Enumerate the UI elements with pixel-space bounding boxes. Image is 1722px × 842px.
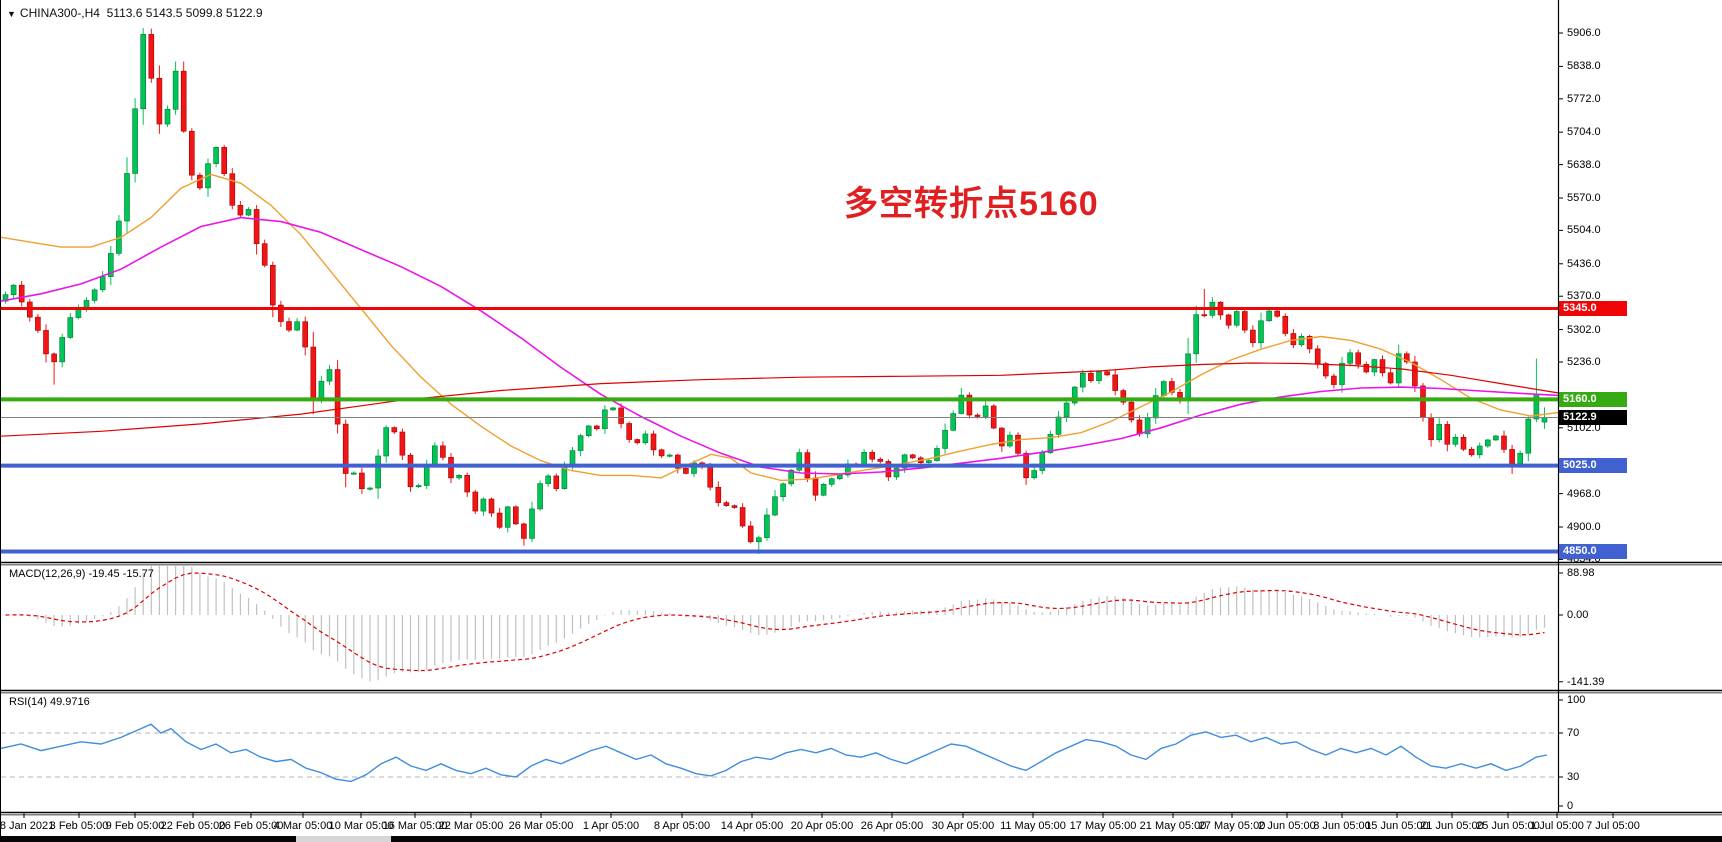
price-axis-label: 5370.0 (1567, 290, 1601, 303)
horizontal-levels-layer (1, 306, 1558, 554)
macd-histogram (13, 566, 1546, 682)
time-axis-label[interactable]: 21 Jun 05:00 (1420, 820, 1484, 832)
ma-slow-red[interactable] (1, 362, 1559, 437)
ma-mid-magenta[interactable] (1, 216, 1559, 475)
price-axis-label: 5772.0 (1567, 92, 1601, 105)
price-badge-5160.0: 5160.0 (1559, 391, 1627, 407)
price-axis-label: 5638.0 (1567, 158, 1601, 171)
time-axis-label[interactable]: 10 Mar 05:00 (328, 820, 394, 832)
time-axis-label[interactable]: 26 Apr 05:00 (860, 820, 924, 832)
time-axis-label[interactable]: 16 Mar 05:00 (382, 820, 448, 832)
time-axis-label[interactable]: 1 Jul 05:00 (1530, 820, 1584, 832)
price-badge-5345.0: 5345.0 (1559, 300, 1627, 316)
time-axis-label[interactable]: 14 Apr 05:00 (720, 820, 784, 832)
macd-axis-label: 0.00 (1567, 609, 1589, 621)
time-axis-label[interactable]: 3 Feb 05:00 (49, 820, 109, 832)
rsi-axis-label: 30 (1567, 771, 1580, 783)
time-axis-label[interactable]: 9 Feb 05:00 (105, 820, 165, 832)
time-axis-label[interactable]: 4 Mar 05:00 (273, 820, 333, 832)
price-axis-label: 5504.0 (1567, 224, 1601, 237)
ohlc-values: 5113.6 5143.5 5099.8 5122.9 (106, 6, 263, 20)
scrollbar-thumb[interactable] (296, 836, 391, 842)
time-axis-label[interactable]: 27 May 05:00 (1198, 820, 1266, 832)
price-axis-label: 5436.0 (1567, 257, 1601, 270)
chart-annotation-text[interactable]: 多空转折点5160 (844, 185, 1099, 223)
time-axis-label[interactable]: 20 Apr 05:00 (790, 820, 854, 832)
rsi-axis-label: 100 (1567, 694, 1586, 706)
price-badge-4850.0: 4850.0 (1559, 544, 1627, 560)
price-axis-label: 5838.0 (1567, 60, 1601, 73)
time-axis-label[interactable]: 7 Jul 05:00 (1586, 820, 1640, 832)
time-axis-label[interactable]: 25 Jun 05:00 (1476, 820, 1540, 832)
time-axis-label[interactable]: 1 Apr 05:00 (582, 820, 640, 832)
price-axis-label: 5236.0 (1567, 356, 1601, 368)
price-badge-5025.0: 5025.0 (1559, 458, 1627, 474)
time-axis-label[interactable]: 28 Jan 2021 (0, 820, 55, 832)
time-axis-label[interactable]: 21 May 05:00 (1139, 820, 1207, 832)
time-axis-label[interactable]: 26 Mar 05:00 (508, 820, 574, 832)
bottom-scrollbar[interactable] (1, 836, 1722, 842)
price-axis-label: 5906.0 (1567, 27, 1601, 39)
axis-ticks (23, 32, 1614, 818)
price-axis-label: 5570.0 (1567, 191, 1601, 204)
macd-signal-line (5, 572, 1545, 672)
price-axis-label: 4968.0 (1567, 487, 1601, 500)
time-axis-label[interactable]: 8 Apr 05:00 (653, 820, 711, 832)
time-axis-label[interactable]: 11 May 05:00 (1000, 820, 1066, 832)
price-axis-label: 4900.0 (1567, 521, 1601, 533)
rsi-layer (1, 723, 1558, 783)
macd-indicator-label: MACD(12,26,9) -19.45 -15.77 (9, 568, 154, 580)
time-axis-label[interactable]: 2 Jun 05:00 (1258, 820, 1316, 832)
rsi-indicator-label: RSI(14) 49.9716 (9, 696, 90, 708)
price-axis-label: 5302.0 (1567, 323, 1601, 336)
macd-axis-label: 88.98 (1567, 566, 1595, 579)
rsi-line (1, 723, 1548, 783)
panel-borders (1, 0, 1722, 816)
time-axis-label[interactable]: 22 Mar 05:00 (438, 820, 504, 832)
macd-axis-label: -141.39 (1567, 675, 1605, 688)
time-axis-label[interactable]: 8 Jun 05:00 (1313, 820, 1371, 832)
time-axis-label[interactable]: 15 Jun 05:00 (1365, 820, 1429, 832)
candlestick-layer (2, 28, 1548, 555)
price-badge-5122.9: 5122.9 (1559, 410, 1627, 426)
ma-fast-orange[interactable] (1, 173, 1559, 482)
price-axis-label: 5704.0 (1567, 126, 1601, 139)
rsi-axis-label: 70 (1567, 727, 1580, 739)
time-axis-label[interactable]: 30 Apr 05:00 (931, 820, 995, 832)
collapse-arrow-icon[interactable]: ▼ (7, 9, 16, 19)
symbol-timeframe-label: CHINA300-,H4 (19, 6, 100, 20)
time-axis-label[interactable]: 26 Feb 05:00 (218, 820, 284, 832)
time-axis-label[interactable]: 22 Feb 05:00 (160, 820, 226, 832)
symbol-header: ▼ CHINA300-,H4 5113.6 5143.5 5099.8 5122.… (7, 6, 263, 20)
time-axis-label[interactable]: 17 May 05:00 (1069, 820, 1137, 832)
moving-average-layer (1, 173, 1559, 482)
rsi-axis-label: 0 (1567, 800, 1574, 812)
